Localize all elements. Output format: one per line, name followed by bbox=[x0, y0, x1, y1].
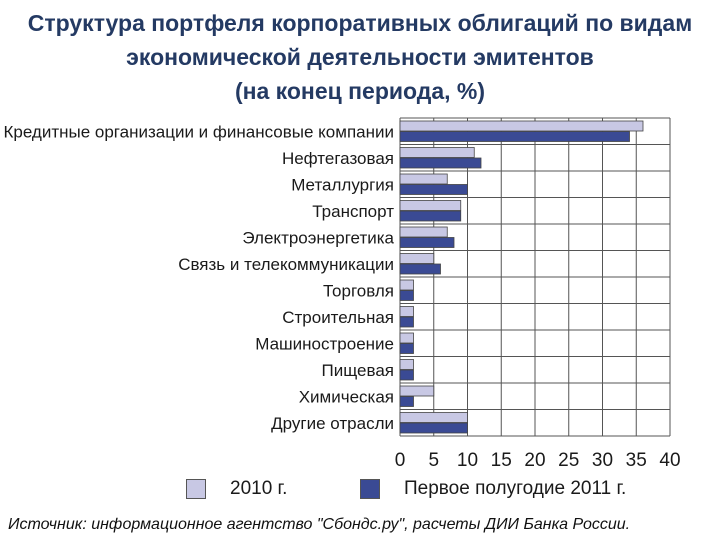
chart-title-line1: Структура портфеля корпоративных облигац… bbox=[27, 10, 693, 36]
bar-2011-5 bbox=[399, 263, 441, 275]
legend-swatch-2010 bbox=[186, 479, 206, 499]
source-note: Источник: информационное агентство "Сбон… bbox=[8, 516, 631, 533]
bar-2010-9 bbox=[399, 359, 414, 370]
bar-2011-9 bbox=[399, 369, 414, 381]
bar-2011-10 bbox=[399, 396, 414, 407]
bar-2011-8 bbox=[399, 343, 414, 354]
category-label-7: Строительная bbox=[282, 308, 394, 327]
category-label-10: Химическая bbox=[299, 387, 394, 406]
bar-2011-1 bbox=[399, 157, 482, 169]
bar-2011-3 bbox=[399, 210, 462, 222]
x-tick-label-0: 0 bbox=[395, 450, 406, 470]
category-label-4: Электроэнергетика bbox=[242, 228, 394, 247]
legend-swatch-2011 bbox=[360, 479, 380, 499]
bar-2010-11 bbox=[399, 412, 468, 423]
category-label-11: Другие отрасли bbox=[271, 414, 394, 433]
category-label-1: Нефтегазовая bbox=[282, 149, 394, 168]
bar-2010-5 bbox=[399, 253, 435, 264]
bar-2011-4 bbox=[399, 237, 455, 248]
x-tick-label-3: 15 bbox=[491, 450, 512, 470]
chart-title-line3: (на конец периода, %) bbox=[234, 78, 486, 104]
legend-item-2010: 2010 г. bbox=[186, 478, 287, 500]
x-tick-label-2: 10 bbox=[457, 450, 478, 470]
bar-2010-3 bbox=[399, 200, 462, 211]
x-tick-label-1: 5 bbox=[428, 450, 439, 470]
x-tick-label-5: 25 bbox=[558, 450, 579, 470]
x-tick-label-8: 40 bbox=[659, 450, 680, 470]
legend-label-2010: 2010 г. bbox=[230, 478, 288, 499]
bar-2011-6 bbox=[399, 290, 414, 301]
bar-2010-8 bbox=[399, 332, 414, 344]
bar-2011-11 bbox=[399, 422, 468, 434]
x-tick-label-7: 35 bbox=[626, 450, 647, 470]
chart-title: Структура портфеля корпоративных облигац… bbox=[0, 6, 720, 108]
legend-label-2011: Первое полугодие 2011 г. bbox=[404, 478, 627, 499]
category-label-2: Металлургия bbox=[291, 175, 394, 194]
chart-title-line2: экономической деятельности эмитентов bbox=[126, 44, 594, 70]
bar-2010-0 bbox=[399, 120, 644, 132]
bar-2010-7 bbox=[399, 306, 414, 317]
bar-2010-10 bbox=[399, 385, 435, 397]
bar-2010-6 bbox=[399, 279, 414, 291]
category-label-3: Транспорт bbox=[312, 202, 394, 221]
bar-2010-4 bbox=[399, 226, 448, 238]
x-tick-label-6: 30 bbox=[592, 450, 613, 470]
category-label-8: Машиностроение bbox=[255, 334, 394, 353]
category-label-5: Связь и телекоммуникации bbox=[178, 255, 394, 274]
bar-2011-0 bbox=[399, 131, 630, 142]
category-label-9: Пищевая bbox=[322, 361, 394, 380]
bar-chart: Кредитные организации и финансовые компа… bbox=[3, 117, 681, 470]
bar-2010-2 bbox=[399, 173, 448, 185]
legend-item-2011: Первое полугодие 2011 г. bbox=[360, 478, 626, 500]
category-label-6: Торговля bbox=[323, 281, 394, 300]
category-label-0: Кредитные организации и финансовые компа… bbox=[3, 122, 394, 141]
bar-2011-7 bbox=[399, 316, 414, 328]
legend: 2010 г. Первое полугодие 2011 г. bbox=[0, 478, 720, 508]
bar-2010-1 bbox=[399, 147, 475, 158]
bar-2011-2 bbox=[399, 184, 468, 195]
x-tick-label-4: 20 bbox=[524, 450, 545, 470]
